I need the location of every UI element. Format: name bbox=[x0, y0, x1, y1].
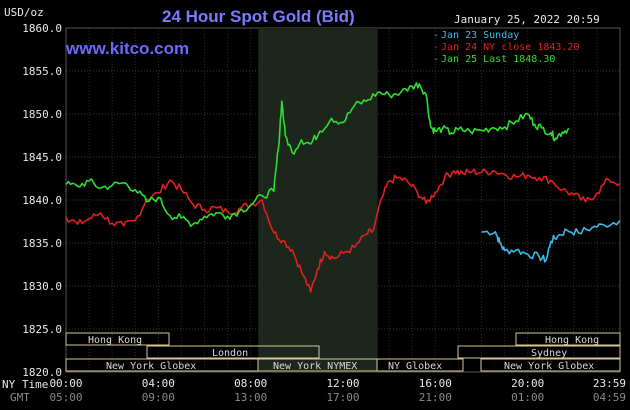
session-hong-kong-2-box bbox=[515, 332, 621, 346]
y-tick-label: 1855.0 bbox=[22, 65, 62, 78]
legend-dash-jan24: - bbox=[433, 42, 439, 53]
x-tick-label-ny: 08:00 bbox=[234, 377, 267, 390]
series-jan24-line bbox=[65, 168, 621, 293]
session-ny-globex-1: New York Globex bbox=[106, 361, 196, 372]
y-tick-label: 1835.0 bbox=[22, 237, 62, 250]
x-tick-label-ny: 16:00 bbox=[419, 377, 452, 390]
session-hong-kong-2: Hong Kong bbox=[545, 335, 599, 346]
session-sydney: Sydney bbox=[531, 348, 567, 359]
session-ny-nymex: New York NYMEX bbox=[273, 361, 357, 372]
legend-jan24: Jan 24 NY close 1843.20 bbox=[441, 42, 579, 53]
x-tick-label-gmt: 09:00 bbox=[142, 391, 175, 404]
session-ny-globex-box bbox=[376, 358, 464, 372]
x-tick-label-ny: 23:59 bbox=[593, 377, 626, 390]
y-tick-label: 1860.0 bbox=[22, 22, 62, 35]
trading-sessions bbox=[65, 332, 621, 372]
gmt-label: GMT bbox=[10, 391, 30, 404]
x-tick-label-gmt: 17:00 bbox=[326, 391, 359, 404]
x-tick-label-gmt: 04:59 bbox=[593, 391, 626, 404]
series-jan25-line bbox=[65, 82, 570, 228]
y-tick-label: 1830.0 bbox=[22, 280, 62, 293]
y-axis-unit: USD/oz bbox=[4, 6, 44, 19]
legend-jan25: Jan 25 Last 1848.30 bbox=[441, 54, 555, 65]
session-sydney-box bbox=[457, 345, 621, 359]
y-axis-labels: 1820.0 1825.0 1830.0 1835.0 1840.0 1845.0 1850… bbox=[22, 22, 62, 379]
session-hong-kong-1: Hong Kong bbox=[88, 335, 142, 346]
x-tick-label-ny: 12:00 bbox=[326, 377, 359, 390]
price-series bbox=[65, 82, 621, 293]
ny-time-label: NY Time bbox=[2, 378, 48, 391]
x-tick-label-gmt: 01:00 bbox=[511, 391, 544, 404]
chart-datetime: January 25, 2022 20:59 bbox=[454, 13, 600, 26]
legend-dash-jan23: - bbox=[433, 30, 439, 41]
session-london-box bbox=[146, 345, 320, 359]
session-ny-globex-2: New York Globex bbox=[504, 361, 594, 372]
chart-legend: Jan 23 Sunday Jan 24 NY close 1843.20 Ja… bbox=[433, 30, 579, 65]
chart-title: 24 Hour Spot Gold (Bid) bbox=[162, 7, 355, 26]
legend-dash-jan25: - bbox=[433, 54, 439, 65]
series-jan23-line bbox=[481, 220, 621, 263]
x-tick-label-ny: 00:00 bbox=[49, 377, 82, 390]
session-ny-globex-2-box bbox=[480, 358, 621, 372]
nymex-shade bbox=[258, 28, 378, 372]
kitco-brand[interactable]: www.kitco.com bbox=[65, 39, 189, 58]
legend-jan23: Jan 23 Sunday bbox=[441, 30, 519, 41]
session-hong-kong-1-box bbox=[65, 332, 170, 346]
y-tick-label: 1840.0 bbox=[22, 194, 62, 207]
x-tick-label-ny: 04:00 bbox=[142, 377, 175, 390]
session-london: London bbox=[212, 348, 248, 359]
x-tick-label-gmt: 21:00 bbox=[419, 391, 452, 404]
y-tick-label: 1820.0 bbox=[22, 366, 62, 379]
session-ny-globex: NY Globex bbox=[388, 361, 442, 372]
x-tick-label-gmt: 13:00 bbox=[234, 391, 267, 404]
y-tick-label: 1845.0 bbox=[22, 151, 62, 164]
nymex-shaded-region bbox=[258, 28, 378, 372]
y-tick-label: 1825.0 bbox=[22, 323, 62, 336]
x-tick-label-ny: 20:00 bbox=[511, 377, 544, 390]
y-tick-label: 1850.0 bbox=[22, 108, 62, 121]
x-tick-label-gmt: 05:00 bbox=[49, 391, 82, 404]
